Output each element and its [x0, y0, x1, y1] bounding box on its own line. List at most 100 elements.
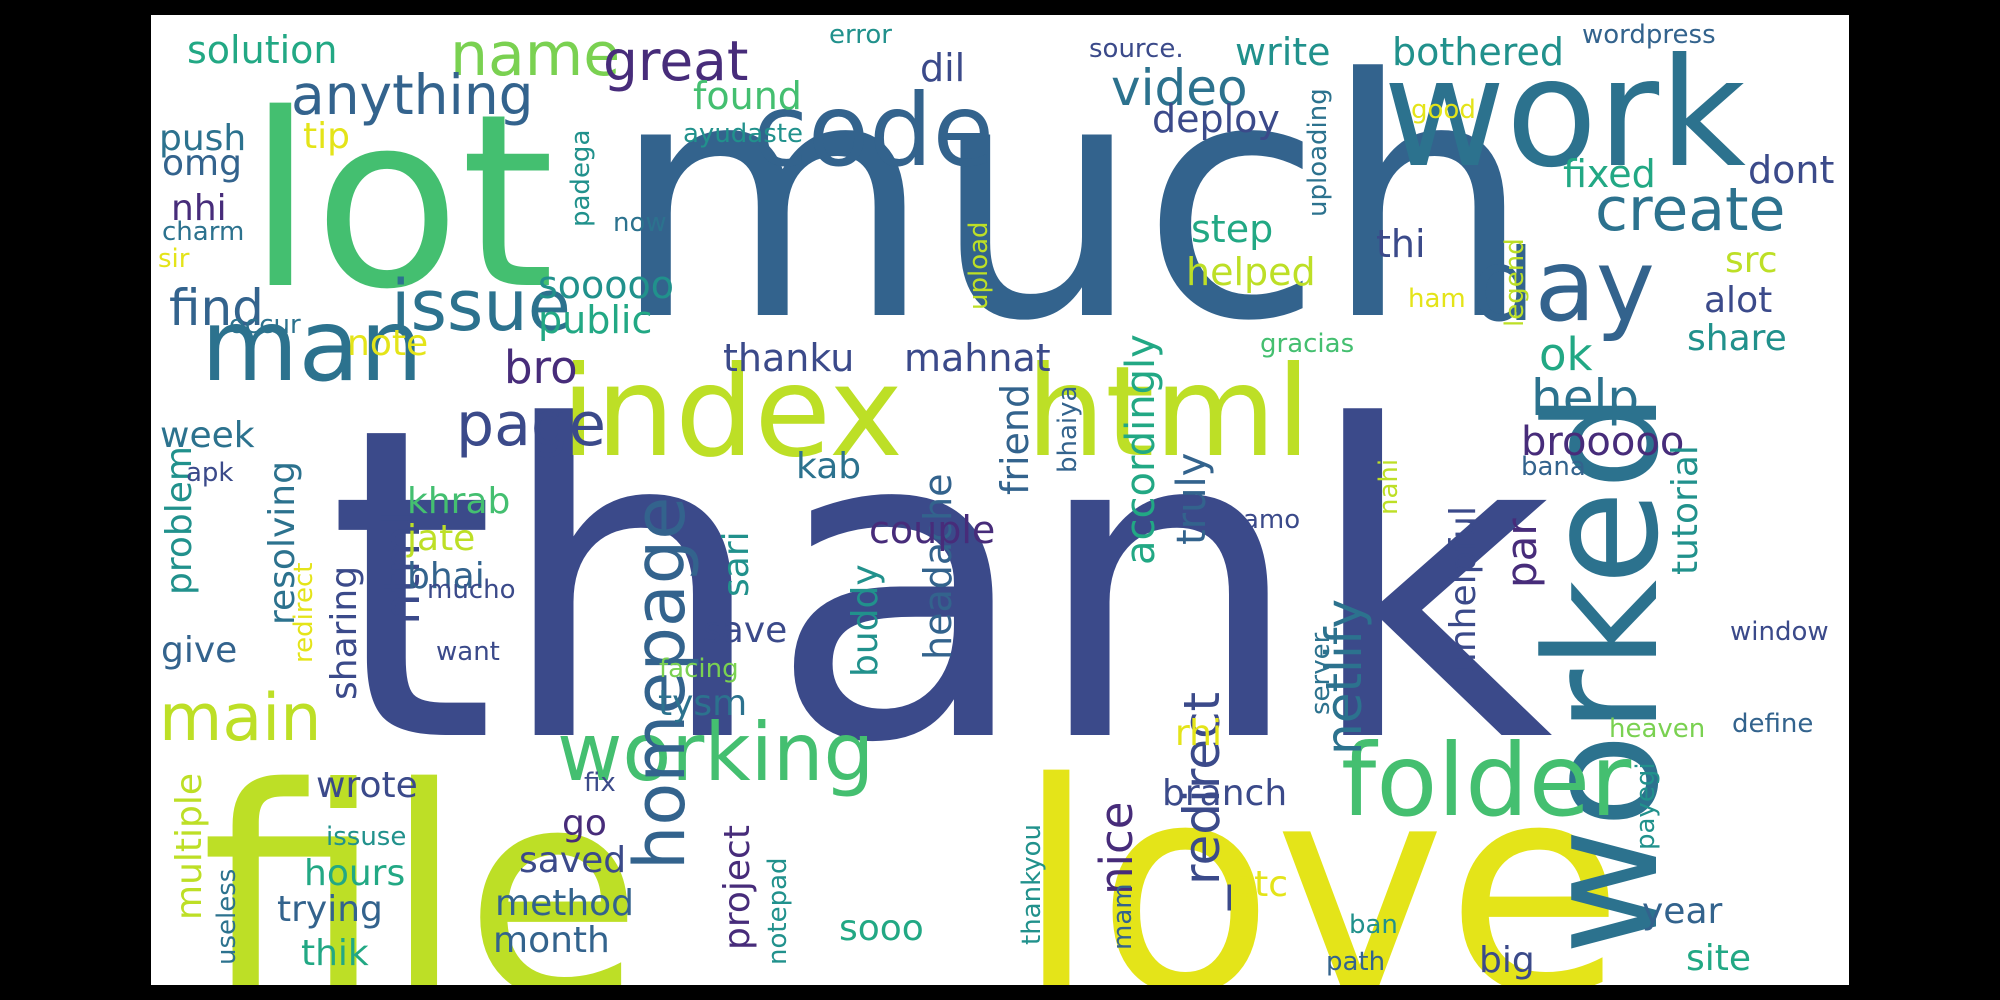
word-want: want: [436, 637, 500, 667]
word-find: find: [169, 279, 264, 337]
word-nhi: nhi: [171, 188, 227, 229]
word-redirect: _redirect: [1173, 692, 1231, 911]
word-mam: mam: [1108, 883, 1138, 950]
word-big: big: [1479, 940, 1535, 981]
word-notepad: notepad: [763, 857, 793, 965]
word-html: html: [373, 511, 431, 625]
word-uploading: uploading: [1303, 88, 1333, 217]
word-tutorial: tutorial: [1665, 445, 1706, 575]
word-tip: tip: [303, 116, 350, 157]
word-useless: useless: [212, 869, 242, 965]
word-netlify: netlify: [1315, 599, 1373, 755]
word-helped: helped: [1186, 250, 1316, 294]
word-error: error: [829, 20, 892, 50]
word-method: method: [495, 883, 634, 924]
word-server: server: [1306, 632, 1336, 715]
word-nice: nice: [1090, 802, 1143, 895]
word-project: project: [717, 825, 758, 950]
word-mucho: mucho: [427, 575, 516, 605]
word-code: code: [753, 72, 994, 189]
word-issue: issue: [391, 265, 571, 347]
word-saved: saved: [519, 840, 626, 881]
word-ham: ham: [1408, 284, 1466, 314]
word-thik: thik: [301, 933, 369, 974]
word-sooooo: sooooo: [538, 263, 674, 307]
word-fix: fix: [584, 768, 616, 798]
word-cloud: thank much lot file love work worked index html c…: [151, 15, 1849, 985]
word-sari: sari: [716, 531, 757, 597]
word-day: day: [1471, 227, 1655, 344]
word-month: month: [493, 920, 610, 961]
word-great: great: [603, 29, 748, 93]
word-heaven: heaven: [1609, 714, 1705, 744]
word-work: work: [1383, 27, 1746, 201]
word-couple: couple: [869, 508, 995, 552]
word-week: week: [160, 415, 255, 456]
word-bana: bana: [1521, 452, 1586, 482]
word-lot: lot: [247, 62, 555, 342]
word-anything: anything: [291, 63, 534, 127]
word-sir: sir: [158, 244, 190, 274]
word-multiple: multiple: [169, 773, 210, 920]
word-upload: upload: [964, 221, 994, 310]
word-man: man: [201, 287, 423, 404]
word-much: much: [611, 15, 1532, 393]
word-push: push: [159, 118, 246, 159]
word-note: note: [347, 323, 428, 364]
word-amo: amo: [1243, 505, 1300, 535]
word-dil: dil: [920, 46, 965, 90]
word-apk: apk: [186, 458, 234, 488]
word-deploy: deploy: [1152, 97, 1280, 141]
word-unhelpful: unhelpful: [1443, 506, 1484, 675]
word-bro: bro: [504, 341, 578, 394]
word-name: name: [450, 20, 620, 90]
word-solution: solution: [187, 28, 337, 72]
word-ban: ban: [1349, 910, 1398, 940]
word-omg: omg: [162, 143, 242, 184]
word-kab: kab: [796, 446, 861, 487]
word-sharing: sharing: [324, 566, 365, 700]
word-thank: thank: [327, 337, 1553, 837]
word-public: public: [538, 298, 652, 342]
word-thanku: thanku: [723, 336, 854, 380]
word-worked: worked: [1512, 392, 1693, 955]
word-folder: folder: [1341, 722, 1632, 839]
word-problem: problem: [159, 446, 200, 595]
word-mahnat: mahnat: [904, 336, 1051, 380]
word-thankyou: thankyou: [1017, 824, 1047, 945]
word-buddy: buddy: [845, 564, 886, 677]
word-year: year: [1642, 891, 1723, 932]
word-bhaiya: bhaiya: [1053, 386, 1083, 473]
word-source: source.: [1089, 34, 1184, 64]
word-alot: alot: [1704, 280, 1772, 321]
word-truly: truly: [1169, 453, 1215, 545]
word-facing: facing: [659, 654, 739, 684]
word-dont: dont: [1748, 148, 1834, 192]
word-etc: etc: [1232, 864, 1288, 905]
word-page: page: [456, 390, 606, 460]
word-charm: charm: [162, 217, 244, 247]
word-found: found: [693, 74, 802, 118]
word-step: step: [1191, 207, 1273, 251]
word-branch: branch: [1162, 773, 1287, 814]
word-bhai: bhai: [407, 556, 485, 597]
word-wordpress: wordpress: [1582, 20, 1716, 50]
word-rhi: rhi: [1175, 713, 1222, 754]
word-create: create: [1595, 175, 1785, 245]
word-trying: trying: [277, 889, 383, 930]
word-redirect: redirect: [289, 563, 319, 663]
word-save: save: [703, 610, 787, 651]
word-help: help: [1531, 369, 1639, 427]
word-src: src: [1725, 240, 1778, 281]
word-define: define: [1732, 709, 1813, 739]
word-love: love: [1016, 722, 1624, 985]
word-brooooo: brooooo: [1521, 419, 1684, 465]
word-ayudaste: ayudaste: [683, 119, 803, 149]
word-wrote: wrote: [316, 765, 418, 806]
word-html: html: [1026, 340, 1311, 485]
word-fixed: fixed: [1563, 152, 1656, 196]
word-issuse: issuse: [326, 822, 406, 852]
word-file: file: [201, 727, 643, 985]
word-payegi: payegi: [1631, 762, 1661, 850]
